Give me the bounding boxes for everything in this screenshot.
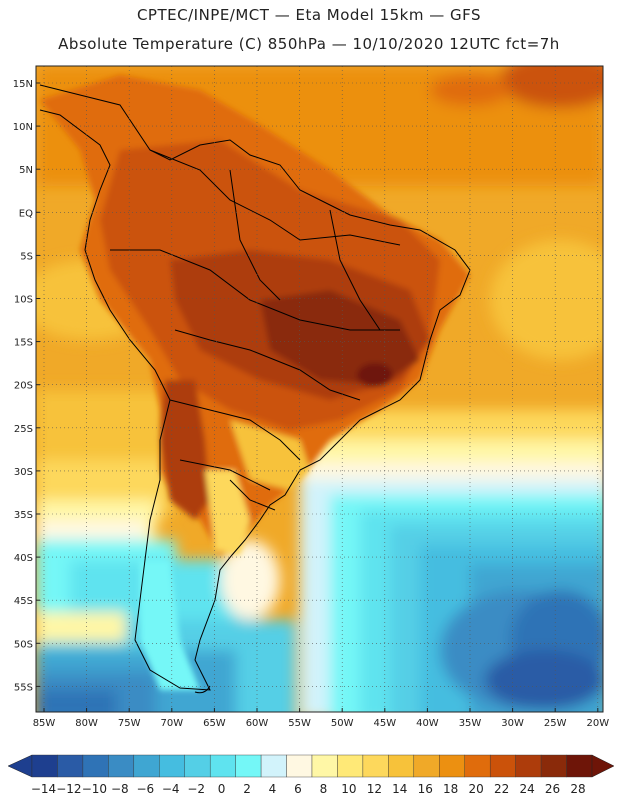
colorbar-label-7: 0 [218, 782, 226, 796]
colorbar-segment-19 [515, 754, 542, 778]
colorbar-label-16: 18 [443, 782, 458, 796]
colorbar-segment-15 [413, 754, 440, 778]
lon-label-7: 50W [331, 718, 354, 729]
graticule [36, 66, 603, 712]
lon-label-12: 25W [544, 718, 567, 729]
colorbar-segment-9 [260, 754, 287, 778]
colorbar-label-12: 10 [341, 782, 356, 796]
lon-label-1: 80W [75, 718, 98, 729]
lat-label-7: 20S [14, 381, 33, 392]
colorbar-segment-21 [566, 754, 593, 778]
colorbar-labels: −14 −12 −10 −8 −6 −4 −2 0 2 4 6 8 10 12 14 16 18 20 22 24 26… [31, 782, 586, 796]
lat-label-5: 10S [14, 295, 33, 306]
latitude-labels: 15N 10N 5N EQ 5S 10S 15S 20S 25S 30S 35S 40S 45S 50S 5… [13, 79, 40, 693]
colorbar-label-9: 4 [269, 782, 277, 796]
coastline [39, 84, 471, 694]
lat-label-0: 15N [13, 79, 33, 90]
lon-label-4: 65W [203, 718, 226, 729]
colorbar-label-10: 6 [294, 782, 302, 796]
lon-label-9: 40W [416, 718, 439, 729]
colorbar-label-0: −14 [31, 782, 56, 796]
lat-label-6: 15S [14, 338, 33, 349]
lon-label-3: 70W [160, 718, 183, 729]
lon-label-10: 35W [459, 718, 482, 729]
lon-label-11: 30W [501, 718, 524, 729]
colorbar-label-17: 20 [469, 782, 484, 796]
colorbar-segment-12 [337, 754, 364, 778]
title-line-1: CPTEC/INPE/MCT — Eta Model 15km — GFS [136, 6, 482, 24]
temperature-field [36, 66, 603, 712]
colorbar-label-8: 2 [243, 782, 251, 796]
lat-label-13: 50S [14, 639, 33, 650]
colorbar-label-13: 12 [367, 782, 382, 796]
colorbar-segment-14 [388, 754, 415, 778]
colorbar-label-3: −8 [111, 782, 129, 796]
colorbar-label-1: −12 [56, 782, 81, 796]
colorbar-segment-6 [184, 754, 211, 778]
colorbar-segment-7 [209, 754, 236, 778]
colorbar-label-19: 24 [519, 782, 534, 796]
colorbar-segment-5 [159, 754, 185, 778]
longitude-labels: 85W 80W 75W 70W 65W 60W 55W 50W 45W 40W 35W 30W 25W 2… [33, 708, 609, 729]
colorbar-label-20: 26 [545, 782, 560, 796]
lat-label-8: 25S [14, 424, 33, 435]
lat-label-9: 30S [14, 467, 33, 478]
title-line-2: Absolute Temperature (C) 850hPa — 10/10/… [58, 35, 560, 53]
lat-label-10: 35S [14, 510, 33, 521]
colorbar-over-arrow [591, 754, 615, 778]
colorbar-segment-4 [133, 754, 160, 778]
colorbar-segment-0 [31, 754, 58, 778]
colorbar-segment-20 [540, 754, 567, 778]
lat-label-3: EQ [19, 208, 33, 219]
lat-label-11: 40S [14, 553, 33, 564]
colorbar-segment-1 [57, 754, 84, 778]
colorbar-label-14: 14 [392, 782, 407, 796]
colorbar-label-11: 8 [320, 782, 328, 796]
colorbar [7, 754, 615, 778]
colorbar-segment-10 [286, 754, 313, 778]
lat-label-1: 10N [13, 122, 33, 133]
lon-label-13: 20W [586, 718, 609, 729]
lat-label-12: 45S [14, 596, 33, 607]
colorbar-segment-11 [311, 754, 338, 778]
lon-label-2: 75W [118, 718, 141, 729]
colorbar-segment-17 [464, 754, 491, 778]
colorbar-segment-18 [489, 754, 516, 778]
colorbar-segment-3 [108, 754, 135, 778]
lat-label-4: 5S [20, 251, 33, 262]
colorbar-label-15: 16 [418, 782, 433, 796]
colorbar-segment-8 [235, 754, 262, 778]
colorbar-segment-13 [362, 754, 389, 778]
colorbar-label-6: −2 [187, 782, 205, 796]
colorbar-label-21: 28 [570, 782, 585, 796]
lat-label-2: 5N [19, 165, 33, 176]
colorbar-under-arrow [7, 754, 33, 778]
map-frame [35, 65, 604, 713]
colorbar-segment-16 [439, 754, 465, 778]
lon-label-0: 85W [33, 718, 56, 729]
lon-label-8: 45W [373, 718, 396, 729]
lon-label-6: 55W [288, 718, 311, 729]
colorbar-segment-2 [82, 754, 109, 778]
lon-label-5: 60W [246, 718, 269, 729]
colorbar-label-4: −6 [136, 782, 154, 796]
colorbar-label-5: −4 [162, 782, 180, 796]
lat-label-14: 55S [14, 682, 33, 693]
colorbar-label-2: −10 [82, 782, 107, 796]
colorbar-label-18: 22 [494, 782, 509, 796]
